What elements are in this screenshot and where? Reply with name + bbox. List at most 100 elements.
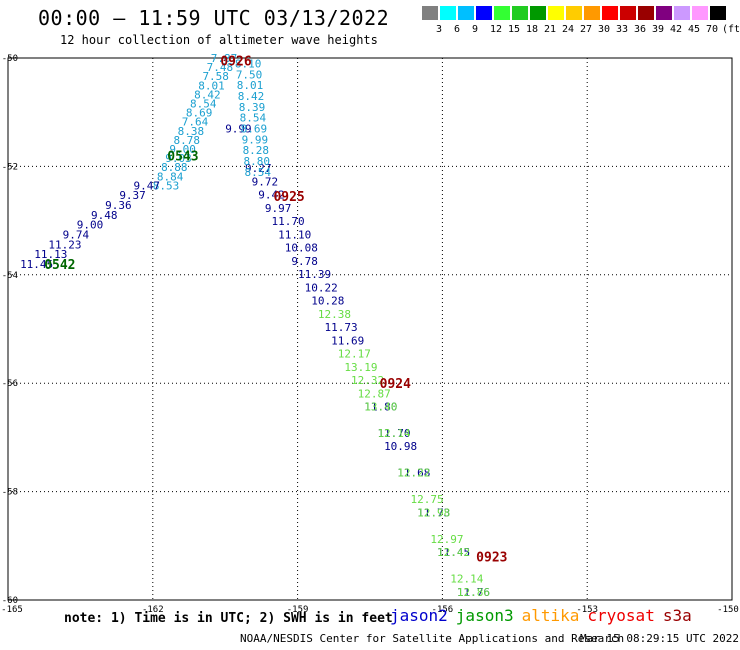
wave-height-value: 11.45 <box>437 546 470 559</box>
wave-height-value: 9.36 <box>105 199 131 212</box>
pass-time-label: 0542 <box>44 258 75 273</box>
wave-height-value: 8.38 <box>178 125 205 138</box>
wave-height-value: 9.00 <box>77 219 104 232</box>
wave-height-value: 7.87 <box>211 52 238 65</box>
wave-height-value: 12.87 <box>358 387 391 400</box>
wave-height-value: 7.64 <box>182 116 209 129</box>
legend-swatch <box>692 6 708 20</box>
legend-swatch <box>620 6 636 20</box>
satellite-legend: jason2 jason3 altika cryosat s3a <box>390 606 700 625</box>
legend-label: 42 <box>670 24 683 35</box>
wave-height-value: 8.42 <box>194 88 221 101</box>
wave-height-value: 12.86 <box>457 586 490 599</box>
credit-line: NOAA/NESDIS Center for Satellite Applica… <box>240 632 625 645</box>
wave-height-value: 7.48 <box>207 61 234 74</box>
wave-height-value: 10.98 <box>384 440 417 453</box>
wave-height-value: 12.97 <box>430 533 463 546</box>
legend-label: 45 <box>688 24 701 35</box>
legend-label: 21 <box>544 24 557 35</box>
wave-height-value: 7.50 <box>236 68 263 81</box>
longitude-tick-label: -165 <box>1 605 23 615</box>
legend-swatch <box>656 6 672 20</box>
satellite-name: jason3 <box>455 606 514 625</box>
legend-swatch <box>710 6 726 20</box>
legend-label: 36 <box>634 24 647 35</box>
pass-time-label: 0543 <box>167 150 198 165</box>
wave-height-value: 9.72 <box>252 175 279 188</box>
wave-height-value: 9.99 <box>242 133 268 146</box>
wave-height-value: 11.73 <box>417 506 450 519</box>
legend-label: 15 <box>508 24 521 35</box>
latitude-tick-label: -54 <box>2 271 18 281</box>
wave-height-value: 8.78 <box>173 134 200 147</box>
footer-note: note: 1) Time is in UTC; 2) SWH is in fe… <box>64 611 393 626</box>
wave-height-value: 10.08 <box>285 242 318 255</box>
wave-height-value: 8.54 <box>240 112 267 125</box>
pass-time-label: 0923 <box>476 551 507 566</box>
legend-label: 27 <box>580 24 593 35</box>
legend-label: 18 <box>526 24 539 35</box>
wave-height-value: 8.01 <box>198 79 225 92</box>
latitude-tick-label: -60 <box>2 596 18 606</box>
pass-time-label: 0924 <box>380 377 411 392</box>
wave-height-value: 12.32 <box>351 374 384 387</box>
legend-swatch <box>548 6 564 20</box>
wave-height-value: 11.73 <box>324 321 357 334</box>
wave-height-value: 11.76 <box>457 586 490 599</box>
legend-swatch <box>440 6 456 20</box>
wave-height-value: 11.45 <box>20 258 53 271</box>
wave-height-value: 8.54 <box>245 166 272 179</box>
map-frame <box>7 57 733 601</box>
wave-height-value: 9.48 <box>91 209 118 222</box>
legend-label: 3 <box>436 24 443 35</box>
latitude-tick-label: -50 <box>2 54 18 64</box>
wave-height-value: 11.70 <box>377 427 410 440</box>
wave-height-value: 8.01 <box>237 79 264 92</box>
legend-label: 24 <box>562 24 575 35</box>
legend-swatch <box>422 6 438 20</box>
wave-height-value: 12.22 <box>397 467 430 480</box>
legend-label: 30 <box>598 24 611 35</box>
latitude-tick-label: -56 <box>2 379 18 389</box>
legend-unit: (ft) <box>722 24 740 35</box>
satellite-name: jason2 <box>390 606 448 625</box>
latitude-tick-label: -52 <box>2 162 18 172</box>
wave-height-value: 9.00 <box>169 143 196 156</box>
satellite-name: s3a <box>662 606 692 625</box>
wave-height-value: 10.28 <box>311 295 344 308</box>
legend-label: 33 <box>616 24 629 35</box>
legend-label: 9 <box>472 24 479 35</box>
longitude-tick-label: -150 <box>717 605 739 615</box>
wave-height-value: 8.80 <box>244 155 270 168</box>
satellite-name: altika <box>521 606 580 625</box>
wave-height-value: 9.37 <box>119 189 146 202</box>
longitude-tick-label: -153 <box>576 605 598 615</box>
wave-height-value: 12.14 <box>450 573 483 586</box>
legend-swatch <box>602 6 618 20</box>
wave-height-value: 12.14 <box>377 427 410 440</box>
wave-height-value: 11.23 <box>48 238 81 251</box>
wave-height-value: 12.17 <box>338 348 371 361</box>
legend-swatch <box>458 6 474 20</box>
legend-label: 39 <box>652 24 665 35</box>
wave-height-value: 11.13 <box>34 248 67 261</box>
legend-label: 6 <box>454 24 461 35</box>
wave-height-value: 13.19 <box>344 361 377 374</box>
wave-height-value: 10.22 <box>305 281 338 294</box>
wave-height-value: 8.10 <box>235 57 262 70</box>
latitude-tick-label: -58 <box>2 488 18 498</box>
wave-height-value: 8.84 <box>157 170 184 183</box>
wave-height-value: 13.40 <box>364 401 397 414</box>
wave-height-value: 9.99 <box>225 122 252 135</box>
wave-height-value: 8.69 <box>186 107 213 120</box>
wave-height-value: 8.54 <box>190 97 217 110</box>
wave-height-value: 11.69 <box>331 334 364 347</box>
legend-swatch <box>584 6 600 20</box>
pass-time-label: 0925 <box>273 190 304 205</box>
wave-height-value: 8.28 <box>243 144 269 157</box>
wave-height-value: 8.69 <box>241 122 267 135</box>
wave-height-value: 8.39 <box>239 101 266 114</box>
wave-height-value: 12.75 <box>411 493 444 506</box>
legend-label: 12 <box>490 24 503 35</box>
generated-timestamp: Mar 15 08:29:15 UTC 2022 <box>580 632 739 645</box>
